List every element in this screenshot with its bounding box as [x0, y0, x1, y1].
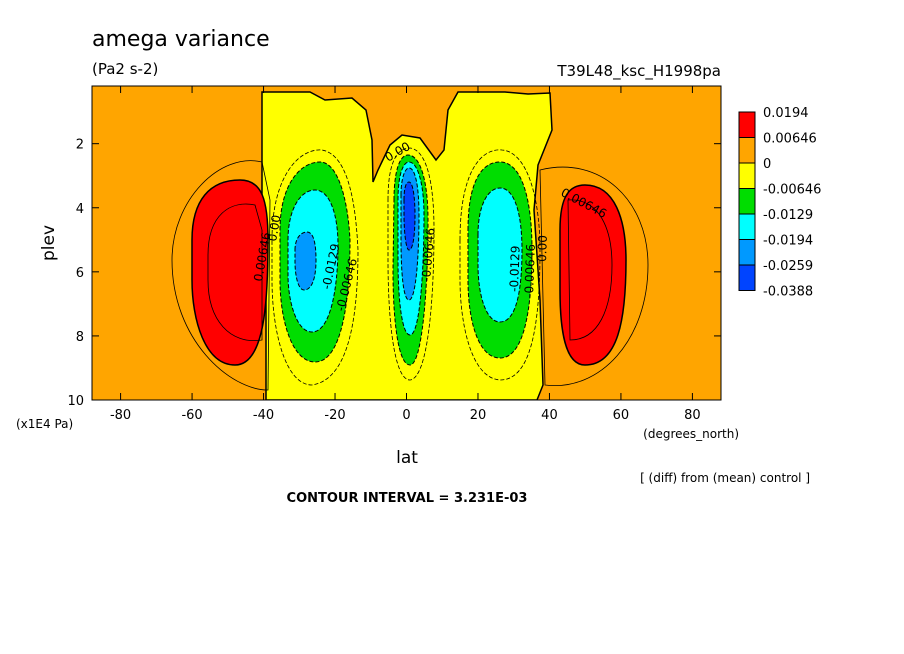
colorbar-swatch: [738, 213, 756, 240]
y-axis: 2 4 6 8 10: [67, 138, 721, 409]
contour-label: -0.00646: [522, 244, 538, 298]
colorbar-label: -0.0194: [763, 234, 813, 249]
colorbar-label: 0.0194: [763, 106, 809, 121]
x-axis-units: (degrees_north): [643, 427, 739, 441]
x-tick-label: 60: [613, 408, 630, 423]
field-deepblue-center: [403, 181, 416, 251]
colorbar-label: 0: [763, 157, 771, 172]
run-label: T39L48_ksc_H1998pa: [556, 62, 721, 81]
colorbar-swatch: [738, 264, 756, 291]
contour-pos-left-inner: [207, 203, 263, 342]
colorbar-swatch: [738, 239, 756, 266]
contour-label: 0.00: [265, 214, 283, 243]
plot-fields: 0.00646 0.00 -0.0129 -0.00646 0.00 -0.00…: [92, 86, 721, 400]
x-tick-label: -40: [253, 408, 274, 423]
chart-title: amega variance: [92, 27, 270, 52]
colorbar-swatch: [738, 137, 756, 164]
contour-label: 0.00: [535, 235, 550, 262]
contour-interval: CONTOUR INTERVAL = 3.231E-03: [287, 491, 528, 506]
contour-neg-outer-center: [387, 147, 435, 381]
x-tick-label: -80: [110, 408, 131, 423]
y-axis-label: plev: [39, 225, 59, 261]
chart-units: (Pa2 s-2): [92, 60, 158, 78]
y-tick-label: 6: [76, 266, 84, 281]
y-tick-label: 10: [67, 394, 84, 409]
x-axis: -80 -60 -40 -20 0 20 40 60 80: [110, 86, 701, 423]
contour-pos-right-inner: [567, 199, 613, 341]
colorbar: 0.0194 0.00646 0 -0.00646 -0.0129 -0.0194 -0.0…: [738, 106, 821, 300]
diff-note: [ (diff) from (mean) control ]: [640, 471, 810, 485]
x-tick-label: 20: [470, 408, 487, 423]
colorbar-label: -0.0129: [763, 208, 813, 223]
colorbar-swatch: [738, 188, 756, 215]
x-tick-label: 40: [541, 408, 558, 423]
colorbar-label: -0.0388: [763, 285, 813, 300]
colorbar-label: -0.00646: [763, 183, 821, 198]
colorbar-swatch: [738, 162, 756, 189]
y-tick-label: 8: [76, 330, 84, 345]
x-tick-label: 0: [402, 408, 410, 423]
contour-label: -0.0129: [507, 245, 523, 292]
field-cyan-right: [477, 187, 523, 323]
contour-label: -0.00646: [419, 227, 438, 282]
x-tick-label: 80: [684, 408, 701, 423]
y-axis-units: (x1E4 Pa): [16, 417, 73, 431]
y-tick-label: 4: [76, 202, 84, 217]
contour-pos-right-outer: [539, 166, 649, 387]
field-blue-left: [294, 231, 317, 291]
colorbar-swatch: [738, 111, 756, 138]
colorbar-label: -0.0259: [763, 259, 813, 274]
y-tick-label: 2: [76, 138, 84, 153]
field-red-right: [559, 184, 627, 366]
x-axis-label: lat: [396, 448, 418, 468]
x-tick-label: -20: [324, 408, 345, 423]
colorbar-label: 0.00646: [763, 132, 817, 147]
contour-neg-outer-left: [271, 149, 359, 386]
field-red-left: [191, 179, 269, 366]
x-tick-label: -60: [181, 408, 202, 423]
contour-neg-outer-right: [459, 149, 541, 381]
contour-pos-left-outer: [171, 160, 271, 391]
